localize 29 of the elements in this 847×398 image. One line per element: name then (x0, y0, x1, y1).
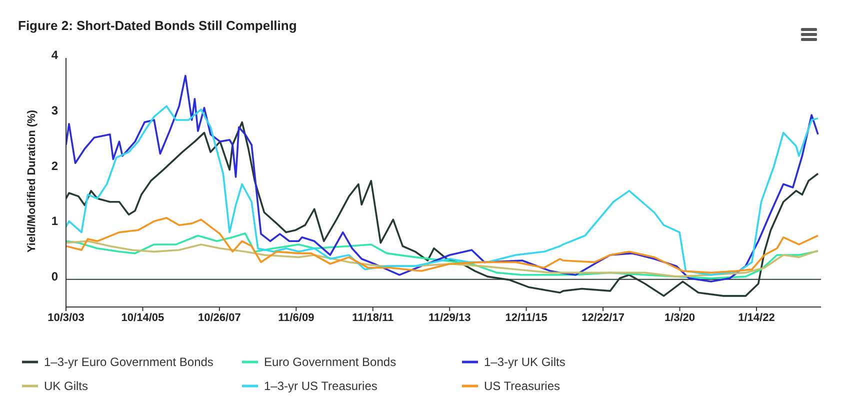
y-tick-label: 1 (51, 214, 58, 228)
x-tick-label: 10/14/05 (121, 312, 164, 324)
y-tick-label: 4 (51, 48, 58, 62)
y-tick-label: 2 (51, 158, 58, 173)
legend-label: 1–3-yr US Treasuries (264, 379, 378, 393)
x-tick-label: 1/3/20 (664, 312, 696, 324)
y-tick-label: 3 (51, 104, 58, 118)
line-series (66, 105, 819, 276)
y-axis-title: Yield/Modified Duration (%) (26, 110, 38, 252)
x-tick-label: 10/3/03 (48, 312, 84, 324)
x-tick-label: 12/22/17 (582, 312, 624, 324)
line-series (66, 232, 819, 280)
x-tick-label: 1/14/22 (738, 312, 775, 324)
x-tick-label: 11/29/13 (428, 312, 471, 324)
x-tick-label: 11/18/11 (352, 312, 394, 324)
x-tick-label: 11/6/09 (278, 312, 314, 324)
line-series (66, 121, 819, 297)
legend-label: 1–3-yr Euro Government Bonds (44, 355, 214, 369)
y-tick-label: 0 (51, 270, 58, 284)
line-series (66, 74, 819, 282)
legend-label: Euro Government Bonds (264, 355, 396, 369)
legend-label: 1–3-yr UK Gilts (484, 355, 566, 369)
line-series (66, 240, 819, 278)
chart-title: Figure 2: Short-Dated Bonds Still Compelling (17, 17, 298, 35)
x-tick-label: 12/11/15 (505, 312, 548, 324)
line-series (66, 217, 819, 274)
legend-label: US Treasuries (484, 379, 560, 393)
legend-label: UK Gilts (44, 379, 88, 393)
x-tick-label: 10/26/07 (198, 312, 241, 324)
